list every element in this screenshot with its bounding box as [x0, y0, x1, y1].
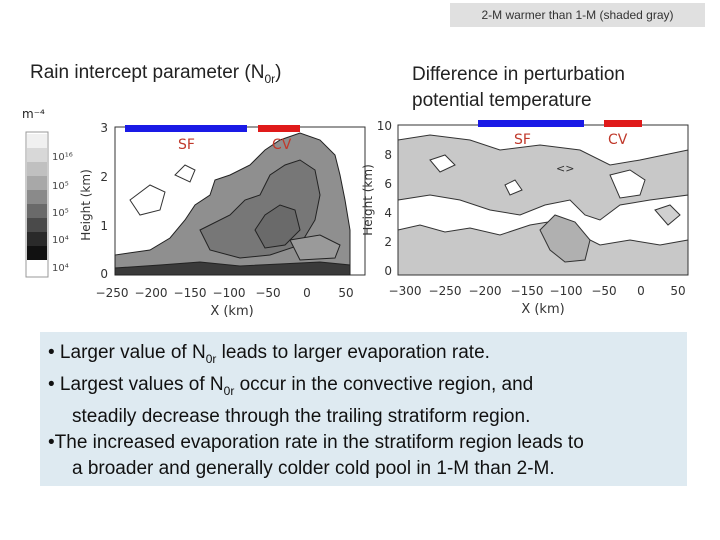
right-ytick: 0 — [384, 264, 392, 278]
colorbar-swatch — [27, 148, 47, 162]
right-xtick: −300 — [389, 284, 422, 298]
left-xtick: −250 — [96, 286, 129, 300]
left-x-axis-label: X (km) — [210, 304, 253, 319]
sf-region-bar — [478, 120, 584, 127]
right-xtick: 0 — [637, 284, 645, 298]
left-xtick: 0 — [303, 286, 311, 300]
colorbar-swatch — [27, 260, 47, 276]
bullet-3: •The increased evaporation rate in the s… — [48, 431, 584, 453]
left-ytick: 3 — [100, 121, 108, 135]
right-contour-plot: <> SF CV — [397, 120, 689, 276]
colorbar-label: 10¹⁶ — [52, 152, 73, 163]
right-y-axis-label: Height (km) — [361, 164, 375, 235]
colorbar-swatch — [27, 232, 47, 246]
right-xtick: −200 — [469, 284, 502, 298]
right-xtick: 50 — [670, 284, 685, 298]
sf-region-bar — [125, 125, 247, 132]
right-xtick: −150 — [511, 284, 544, 298]
shading-note: 2-M warmer than 1-M (shaded gray) — [450, 3, 705, 27]
right-xtick: −50 — [591, 284, 616, 298]
left-panel-title: Rain intercept parameter (N0r) — [30, 62, 282, 86]
sf-region-label: SF — [178, 137, 195, 153]
right-panel-title: Difference in perturbation potential tem… — [412, 64, 625, 111]
right-ytick: 6 — [384, 177, 392, 191]
colorbar: 10¹⁶ 10⁵ 10⁵ 10⁴ 10⁴ — [25, 131, 73, 278]
colorbar-label: 10⁴ — [52, 235, 69, 246]
right-xtick: −250 — [429, 284, 462, 298]
right-ytick: 4 — [384, 206, 392, 220]
bullet-2: • Largest values of N0r occur in the con… — [48, 373, 534, 398]
colorbar-label: 10⁵ — [52, 181, 69, 192]
left-contour-plot: SF CV — [114, 125, 366, 276]
bullet-3-continuation: a broader and generally colder cold pool… — [72, 457, 555, 479]
cv-region-label: CV — [272, 137, 292, 153]
right-xtick: −100 — [550, 284, 583, 298]
left-xtick: −100 — [213, 286, 246, 300]
left-xtick: −150 — [174, 286, 207, 300]
cv-region-bar — [604, 120, 642, 127]
sf-region-label: SF — [514, 132, 531, 148]
colorbar-swatch — [27, 134, 47, 148]
left-ytick: 0 — [100, 267, 108, 281]
cv-region-bar — [258, 125, 300, 132]
right-ytick: 2 — [384, 235, 392, 249]
colorbar-swatch — [27, 176, 47, 190]
colorbar-label: 10⁵ — [52, 208, 69, 219]
contour-marker: <> — [556, 162, 574, 175]
left-xtick: 50 — [338, 286, 353, 300]
left-xtick: −50 — [255, 286, 280, 300]
summary-bullets: • Larger value of N0r leads to larger ev… — [40, 332, 687, 486]
bullet-1: • Larger value of N0r leads to larger ev… — [48, 342, 490, 366]
right-ytick: 10 — [377, 119, 392, 133]
colorbar-swatch — [27, 190, 47, 204]
right-x-axis-label: X (km) — [521, 302, 564, 317]
colorbar-swatch — [27, 204, 47, 218]
left-xtick: −200 — [135, 286, 168, 300]
left-ytick: 2 — [100, 170, 108, 184]
right-ytick: 8 — [384, 148, 392, 162]
bullet-2-continuation: steadily decrease through the trailing s… — [72, 405, 531, 427]
colorbar-swatch — [27, 218, 47, 232]
colorbar-swatch — [27, 246, 47, 260]
figure-panels: m⁻⁴ 10¹⁶ 10⁵ 10⁵ 10⁴ 10⁴ Height (km) SF … — [22, 107, 689, 319]
cv-region-label: CV — [608, 132, 628, 148]
colorbar-unit: m⁻⁴ — [22, 107, 45, 121]
colorbar-label: 10⁴ — [52, 263, 69, 274]
colorbar-swatch — [27, 162, 47, 176]
left-y-axis-label: Height (km) — [79, 169, 93, 240]
left-ytick: 1 — [100, 219, 108, 233]
